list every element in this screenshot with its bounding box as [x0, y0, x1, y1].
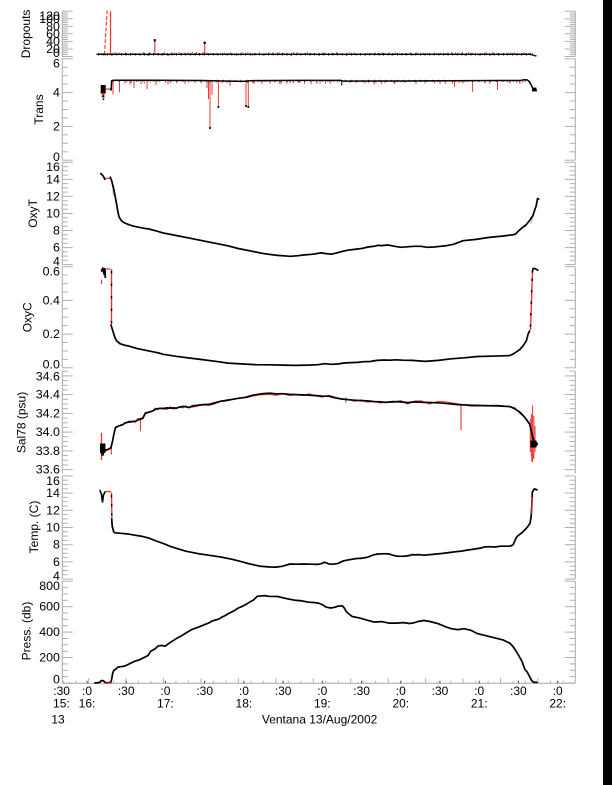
svg-text::30: :30 [353, 684, 370, 698]
svg-text:34.4: 34.4 [36, 388, 60, 402]
svg-text::0: :0 [396, 684, 406, 698]
svg-text::0: :0 [317, 684, 327, 698]
svg-text::0: :0 [82, 684, 92, 698]
svg-text:400: 400 [39, 625, 60, 639]
svg-text:0: 0 [53, 46, 60, 60]
svg-text:16:: 16: [79, 697, 96, 711]
svg-text:Dropouts: Dropouts [19, 10, 33, 59]
svg-text:19:: 19: [314, 697, 331, 711]
svg-text:17:: 17: [157, 697, 174, 711]
svg-text:Temp. (C): Temp. (C) [27, 501, 41, 554]
svg-text:100: 100 [39, 12, 60, 26]
svg-text:33.6: 33.6 [36, 463, 60, 477]
svg-text:40: 40 [46, 34, 60, 48]
svg-text:2: 2 [53, 119, 60, 133]
svg-text:4: 4 [53, 86, 60, 100]
svg-text::30: :30 [118, 684, 135, 698]
svg-text:13: 13 [51, 712, 65, 726]
svg-text:120: 120 [39, 9, 60, 23]
svg-text:0.2: 0.2 [43, 327, 60, 341]
svg-text:Trans: Trans [32, 94, 46, 124]
svg-text:0: 0 [53, 673, 60, 687]
svg-text:Press. (db): Press. (db) [20, 602, 34, 661]
svg-text::0: :0 [474, 684, 484, 698]
svg-text:200: 200 [39, 651, 60, 665]
svg-text:0.4: 0.4 [43, 293, 60, 307]
svg-text::0: :0 [553, 684, 563, 698]
svg-text:12: 12 [46, 503, 60, 517]
svg-text:8: 8 [53, 538, 60, 552]
svg-text:4: 4 [53, 254, 60, 268]
svg-text:0.6: 0.6 [43, 265, 60, 279]
svg-text:21:: 21: [471, 697, 488, 711]
svg-text:22:: 22: [549, 697, 566, 711]
svg-text:6: 6 [53, 57, 60, 71]
svg-text:Sal78 (psu): Sal78 (psu) [15, 392, 29, 453]
svg-text::30: :30 [510, 684, 527, 698]
svg-text:8: 8 [53, 224, 60, 238]
svg-text:10: 10 [46, 521, 60, 535]
svg-text::30: :30 [53, 684, 70, 698]
svg-text:OxyT: OxyT [26, 198, 40, 227]
svg-text:14: 14 [46, 172, 60, 186]
svg-text:14: 14 [46, 486, 60, 500]
svg-text:60: 60 [46, 27, 60, 41]
svg-text:34.2: 34.2 [36, 406, 60, 420]
svg-text:6: 6 [53, 241, 60, 255]
svg-text::0: :0 [160, 684, 170, 698]
svg-text:34.6: 34.6 [36, 369, 60, 383]
svg-text::30: :30 [432, 684, 449, 698]
svg-text:6: 6 [53, 555, 60, 569]
svg-text:20:: 20: [392, 697, 409, 711]
svg-text:10: 10 [46, 207, 60, 221]
svg-text:OxyC: OxyC [21, 302, 35, 332]
svg-text:20: 20 [46, 42, 60, 56]
svg-text:15:: 15: [53, 697, 70, 711]
svg-text:0.0: 0.0 [43, 358, 60, 372]
svg-text:12: 12 [46, 189, 60, 203]
svg-text:800: 800 [39, 579, 60, 593]
svg-text:0: 0 [53, 150, 60, 164]
svg-text:33.8: 33.8 [36, 444, 60, 458]
svg-text:16: 16 [46, 474, 60, 488]
svg-text::30: :30 [196, 684, 213, 698]
svg-text:34.0: 34.0 [36, 425, 60, 439]
svg-text::30: :30 [275, 684, 292, 698]
svg-text:16: 16 [46, 160, 60, 174]
svg-text:18:: 18: [236, 697, 253, 711]
svg-text:Ventana 13/Aug/2002: Ventana 13/Aug/2002 [262, 712, 378, 726]
svg-text:80: 80 [46, 19, 60, 33]
svg-text:4: 4 [53, 569, 60, 583]
svg-text:600: 600 [39, 600, 60, 614]
svg-text::0: :0 [239, 684, 249, 698]
